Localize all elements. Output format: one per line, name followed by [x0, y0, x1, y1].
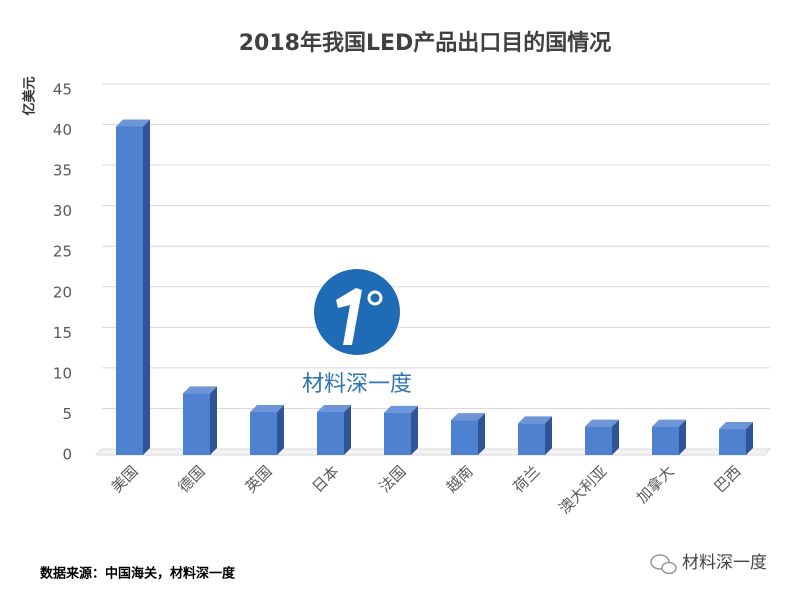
watermark: 材料深一度	[302, 372, 412, 397]
x-tick-label: 巴西	[711, 462, 745, 496]
bar-side	[143, 119, 150, 455]
bar-top	[183, 386, 217, 394]
y-tick-label: 5	[62, 405, 72, 423]
x-tick-label: 美国	[108, 462, 142, 496]
x-tick-label: 德国	[175, 462, 209, 496]
bar-top	[518, 416, 552, 424]
source: 数据来源：中国海关，材料深一度	[40, 566, 236, 582]
x-tick-label: 加拿大	[633, 462, 678, 507]
y-tick-label: 20	[53, 283, 72, 301]
bar-side	[746, 422, 753, 455]
bar	[384, 412, 411, 455]
bar-top	[451, 413, 485, 421]
bar-top	[250, 405, 284, 413]
bar	[183, 393, 210, 455]
bar-top	[652, 419, 686, 427]
y-tick-label: 45	[53, 81, 72, 99]
x-tick-label: 法国	[376, 462, 410, 496]
wechat-icon	[650, 554, 677, 575]
y-tick-label: 35	[53, 162, 72, 180]
y-tick-label: 10	[53, 364, 72, 382]
y-tick-label: 40	[53, 121, 72, 139]
y-tick-label: 15	[53, 324, 72, 342]
bar-side	[210, 386, 217, 455]
bar-side	[545, 416, 552, 455]
bar-side	[277, 405, 284, 455]
bar-side	[612, 419, 619, 455]
bar	[250, 412, 277, 455]
x-tick-label: 澳大利亚	[555, 462, 610, 517]
chart-title: 2018年我国LED产品出口目的国情况	[239, 30, 612, 56]
bar-top	[116, 119, 150, 127]
bar-top	[719, 422, 753, 430]
bar-top	[585, 419, 619, 427]
bar-side	[679, 419, 686, 455]
bar-side	[411, 405, 418, 455]
bar	[719, 429, 746, 455]
bar	[317, 412, 344, 455]
x-tick-label: 荷兰	[510, 462, 544, 496]
wechat-bubble	[661, 561, 677, 575]
bar	[652, 426, 679, 455]
bar-side	[478, 413, 485, 455]
wechat-watermark: 材料深一度	[682, 553, 767, 573]
y-tick-label: 30	[53, 202, 72, 220]
logo	[314, 269, 400, 355]
bar	[518, 423, 545, 455]
y-tick-label: 0	[62, 446, 72, 464]
x-tick-label: 越南	[443, 462, 477, 496]
bar-side	[344, 405, 351, 455]
x-tick-label: 日本	[309, 462, 343, 496]
logo-degree	[367, 290, 383, 306]
x-tick-label: 英国	[242, 462, 276, 496]
bar-top	[317, 405, 351, 413]
y-tick-label: 25	[53, 243, 72, 261]
bar-top	[384, 405, 418, 413]
bar	[116, 126, 143, 455]
bar	[451, 420, 478, 455]
bar	[585, 426, 612, 455]
logo-glyph	[336, 288, 362, 345]
y-axis-label: 亿美元	[22, 76, 38, 115]
